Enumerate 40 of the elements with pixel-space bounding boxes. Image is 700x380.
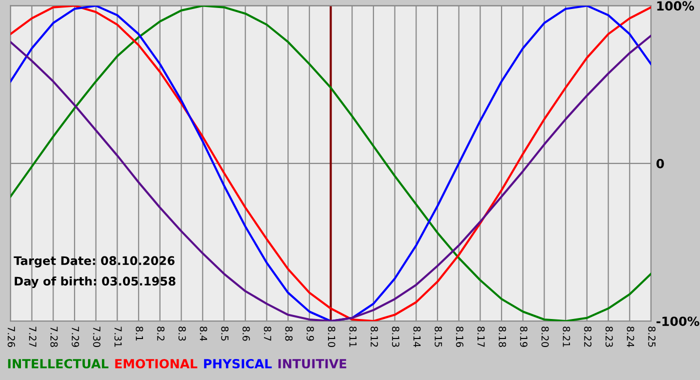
y-tick-label: 0	[656, 158, 664, 168]
x-tick-label: 8.9	[306, 326, 314, 341]
x-tick-label: 8.7	[264, 326, 272, 341]
x-tick-label: 8.14	[413, 326, 421, 348]
x-tick-label: 8.2	[157, 326, 164, 340]
annotation: Day of birth: 03.05.1958	[14, 276, 176, 288]
x-tick-label: 8.8	[285, 326, 293, 341]
x-tick-label: 8.23	[605, 326, 613, 347]
x-tick-label: 8.21	[562, 326, 570, 347]
x-tick-label: 8.11	[349, 326, 357, 347]
x-tick-label: 8.17	[477, 326, 485, 347]
x-tick-label: 8.18	[498, 326, 506, 347]
x-tick-label: 7.26	[8, 326, 16, 347]
text: INTUITIVE	[278, 359, 346, 368]
x-tick-label: 8.13	[392, 326, 400, 347]
text: PHYSICAL	[204, 358, 272, 368]
x-tick-label: 8.22	[584, 326, 592, 347]
x-tick-label: 7.31	[114, 326, 122, 347]
x-tick-label: 7.30	[93, 326, 100, 347]
x-tick-label: 8.3	[178, 326, 186, 341]
x-tick-label: 8.15	[434, 326, 442, 347]
annotation: Target Date: 08.10.2026	[14, 256, 175, 268]
y-tick-label: -100%	[656, 316, 700, 326]
x-tick-label: 8.10	[328, 326, 336, 347]
text: EMOTIONAL	[115, 358, 198, 368]
text: INTELLECTUAL	[8, 358, 108, 368]
x-tick-label: 8.12	[370, 326, 378, 347]
x-tick-label: 8.6	[242, 326, 250, 341]
x-tick-label: 8.4	[200, 326, 208, 341]
y-tick-label: 100%	[657, 1, 694, 11]
x-tick-label: 8.5	[221, 326, 229, 341]
x-tick-label: 8.1	[136, 326, 144, 341]
x-tick-label: 8.20	[541, 326, 549, 347]
x-tick-label: 8.16	[456, 326, 464, 347]
x-tick-label: 7.27	[29, 326, 36, 347]
x-tick-label: 7.29	[72, 326, 80, 347]
x-tick-label: 7.28	[50, 326, 58, 347]
x-tick-label: 8.24	[626, 326, 634, 348]
x-tick-label: 8.25	[648, 326, 656, 347]
x-tick-label: 8.19	[520, 326, 528, 347]
